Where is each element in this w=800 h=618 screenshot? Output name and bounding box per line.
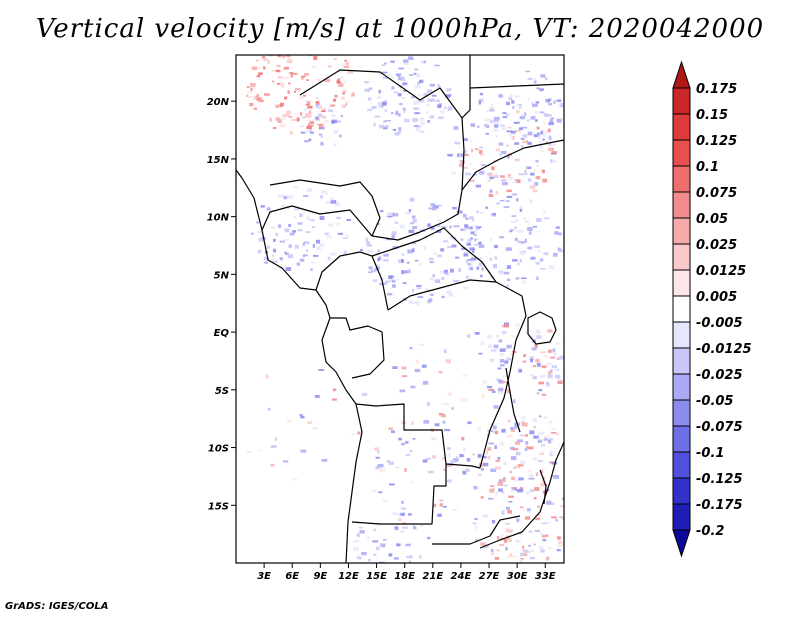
colorbar-swatch xyxy=(672,191,691,219)
colorbar-swatch xyxy=(672,243,691,271)
colorbar-label: -0.005 xyxy=(696,316,743,331)
colorbar-swatch xyxy=(672,347,691,375)
lat-tick-label: 15S xyxy=(208,501,229,512)
gabon-border xyxy=(330,317,385,379)
colorbar-label: -0.1 xyxy=(696,446,724,461)
colorbar-label: -0.125 xyxy=(696,472,743,487)
angola-south-border xyxy=(351,464,447,525)
sahara-border xyxy=(299,55,471,119)
sahel-border xyxy=(269,179,381,237)
lon-tick-label: 9E xyxy=(313,571,327,582)
colorbar-label: 0.025 xyxy=(696,238,737,253)
colorbar-swatch xyxy=(672,503,691,531)
cameroon-border xyxy=(315,251,389,311)
lat-tick-label: 20N xyxy=(207,97,230,108)
lon-tick-label: 3E xyxy=(257,571,271,582)
colorbar-swatch xyxy=(672,113,691,141)
colorbar-swatch xyxy=(672,425,691,453)
colorbar-label: -0.05 xyxy=(696,394,733,409)
lon-tick-label: 15E xyxy=(366,571,387,582)
lon-tick-label: 24E xyxy=(451,571,472,582)
latitude-axis: 20N 15N 10N 5N EQ 5S 10S 15S xyxy=(207,97,236,512)
colorbar-swatch xyxy=(672,321,691,349)
colorbar-swatch xyxy=(672,217,691,245)
egypt-border xyxy=(469,83,564,89)
lon-tick-label: 18E xyxy=(394,571,415,582)
colorbar-swatch xyxy=(672,60,691,89)
velocity-field xyxy=(236,55,564,563)
colorbar-swatch xyxy=(672,399,691,427)
colorbar-swatch xyxy=(672,87,691,115)
colorbar-swatch xyxy=(672,139,691,167)
lon-tick-label: 27E xyxy=(479,571,500,582)
colorbar: 0.175 0.15 0.125 0.1 0.075 0.05 0.025 0.0125 0.0… xyxy=(672,60,752,558)
colorbar-label: 0.15 xyxy=(696,108,728,123)
angola-border xyxy=(355,403,481,469)
lake-malawi xyxy=(539,469,547,505)
nigeria-border xyxy=(261,205,373,237)
colorbar-swatch xyxy=(672,165,691,193)
lat-tick-label: 10S xyxy=(208,444,229,455)
colorbar-label: -0.0125 xyxy=(696,342,752,357)
colorbar-swatch xyxy=(672,373,691,401)
west-africa-coastline xyxy=(236,169,331,319)
colorbar-swatch xyxy=(672,269,691,297)
lake-victoria xyxy=(527,311,557,345)
colorbar-label: 0.05 xyxy=(696,212,728,227)
lat-tick-label: 5N xyxy=(214,270,230,281)
east-africa-coastline xyxy=(479,441,564,549)
colorbar-label: 0.175 xyxy=(696,82,737,97)
colorbar-label: 0.075 xyxy=(696,186,737,201)
coastlines-borders xyxy=(236,55,564,563)
lon-tick-label: 12E xyxy=(338,571,359,582)
lat-tick-label: EQ xyxy=(214,328,230,339)
chad-border xyxy=(371,117,465,241)
colorbar-label: 0.005 xyxy=(696,290,737,305)
central-africa-coastline xyxy=(321,317,363,563)
car-border xyxy=(371,227,497,283)
colorbar-label: -0.025 xyxy=(696,368,743,383)
lake-tanganyika xyxy=(505,367,521,433)
colorbar-label: -0.175 xyxy=(696,498,743,513)
lon-tick-label: 21E xyxy=(422,571,443,582)
sudan-border xyxy=(461,139,564,191)
colorbar-swatch xyxy=(672,451,691,479)
colorbar-label: 0.0125 xyxy=(696,264,746,279)
lon-tick-label: 30E xyxy=(507,571,528,582)
colorbar-label: 0.1 xyxy=(696,160,719,175)
colorbar-label: 0.125 xyxy=(696,134,737,149)
lat-tick-label: 5S xyxy=(215,386,229,397)
lon-tick-label: 33E xyxy=(535,571,556,582)
colorbar-swatch xyxy=(672,295,691,323)
map-frame xyxy=(235,54,565,564)
lat-tick-label: 15N xyxy=(207,155,230,166)
longitude-axis: 3E 6E 9E 12E 15E 18E 21E 24E 27E 30E 33E xyxy=(257,563,556,582)
colorbar-label: -0.075 xyxy=(696,420,743,435)
congo-border xyxy=(387,279,527,469)
colorbar-swatch xyxy=(672,477,691,505)
zambia-border xyxy=(432,515,521,545)
colorbar-swatch xyxy=(672,529,691,558)
lat-tick-label: 10N xyxy=(207,213,230,224)
colorbar-label: -0.2 xyxy=(696,524,724,539)
lon-tick-label: 6E xyxy=(285,571,299,582)
grads-credit: GrADS: IGES/COLA xyxy=(5,601,109,612)
map-title: Vertical velocity [m/s] at 1000hPa, VT: … xyxy=(35,14,765,44)
